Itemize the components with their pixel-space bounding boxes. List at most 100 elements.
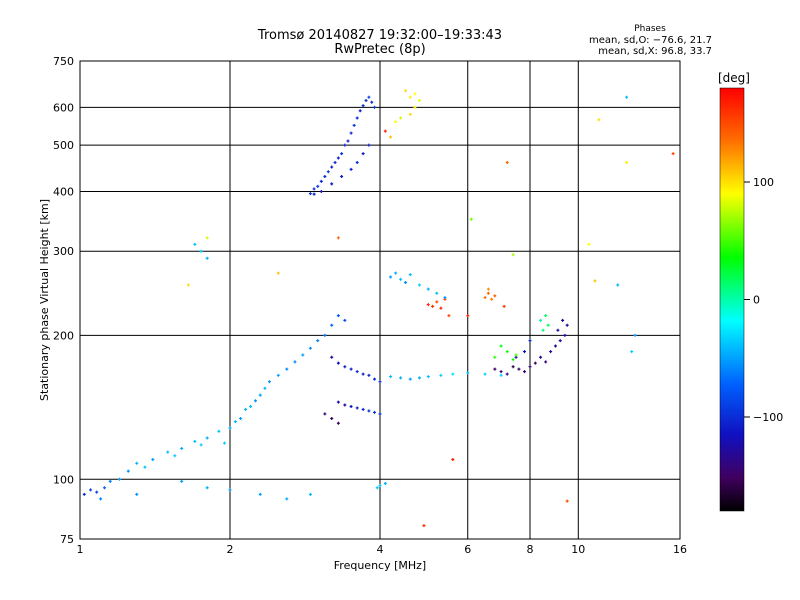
data-point — [561, 318, 565, 322]
data-point — [330, 417, 334, 421]
data-point — [330, 165, 334, 169]
data-point — [367, 409, 371, 413]
data-point — [199, 443, 203, 447]
data-point — [528, 365, 532, 369]
data-point — [285, 497, 289, 501]
data-point — [117, 477, 121, 481]
x-tick-labels: 1 2 4 6 8 10 16 — [77, 543, 688, 556]
y-tick-label: 600 — [53, 101, 74, 114]
data-point — [263, 386, 267, 390]
y-axis-label: Stationary phase Virtual Height [km] — [38, 199, 51, 401]
data-point — [426, 287, 430, 291]
data-point — [316, 339, 320, 343]
data-point — [544, 360, 548, 364]
data-point — [408, 112, 412, 116]
data-point — [587, 242, 591, 246]
x-axis-label: Frequency [MHz] — [334, 559, 426, 572]
data-point — [95, 490, 99, 494]
data-point — [505, 350, 509, 354]
data-point — [403, 281, 407, 285]
data-point — [417, 99, 421, 103]
data-point — [340, 174, 344, 178]
data-point — [378, 484, 382, 488]
data-point — [451, 457, 455, 461]
data-point — [336, 236, 340, 240]
data-point — [173, 454, 177, 458]
data-point — [630, 350, 634, 354]
data-point — [505, 372, 509, 376]
data-point — [523, 350, 527, 354]
data-point — [597, 118, 601, 122]
data-point — [378, 412, 382, 416]
data-point — [308, 492, 312, 496]
data-point — [205, 436, 209, 440]
data-point — [276, 373, 280, 377]
data-point — [316, 184, 320, 188]
data-point — [399, 116, 403, 120]
data-point — [233, 420, 237, 424]
data-point — [308, 192, 312, 196]
data-point — [205, 256, 209, 260]
y-tick-label: 500 — [53, 139, 74, 152]
data-point — [389, 275, 393, 279]
x-tick-label: 2 — [227, 543, 234, 556]
phase-x-stats: mean, sd,X: 96.8, 33.7 — [598, 46, 712, 57]
y-tick-label: 300 — [53, 245, 74, 258]
data-point — [135, 492, 139, 496]
data-point — [558, 339, 562, 343]
data-point — [435, 291, 439, 295]
data-point — [417, 283, 421, 287]
colorbar-tick-label: 0 — [753, 294, 760, 307]
data-point — [340, 152, 344, 156]
data-point — [355, 160, 359, 164]
data-point — [361, 152, 365, 156]
data-point — [593, 279, 597, 283]
data-point — [312, 187, 316, 191]
data-point — [330, 323, 334, 327]
x-tick-label: 1 — [77, 543, 84, 556]
data-point — [312, 192, 316, 196]
x-tick-label: 16 — [673, 543, 687, 556]
data-point — [367, 95, 371, 99]
data-point — [486, 287, 490, 291]
data-point — [451, 372, 455, 376]
data-point — [394, 120, 398, 124]
data-point — [367, 143, 371, 147]
data-point — [517, 367, 521, 371]
data-point — [228, 426, 232, 430]
data-point — [355, 406, 359, 410]
data-point — [466, 371, 470, 375]
data-point — [389, 135, 393, 139]
data-point — [563, 333, 567, 337]
colorbar — [719, 87, 745, 512]
data-point — [373, 410, 377, 414]
data-point — [89, 488, 93, 492]
data-point — [625, 95, 629, 99]
data-point — [326, 170, 330, 174]
chart-title: Tromsø 20140827 19:32:00–19:33:43 — [257, 28, 502, 43]
data-point — [493, 294, 497, 298]
data-point — [293, 360, 297, 364]
data-point — [539, 318, 543, 322]
data-point — [126, 469, 130, 473]
x-tick-label: 8 — [527, 543, 534, 556]
data-point — [333, 160, 337, 164]
data-point — [373, 377, 377, 381]
data-point — [546, 323, 550, 327]
data-point — [466, 314, 470, 318]
data-point — [633, 333, 637, 337]
data-point — [330, 182, 334, 186]
data-point — [352, 123, 356, 127]
data-point — [205, 236, 209, 240]
data-point — [553, 344, 557, 348]
data-point — [343, 365, 347, 369]
data-point — [625, 160, 629, 164]
data-point — [408, 95, 412, 99]
data-point — [533, 361, 537, 365]
data-points — [82, 89, 675, 528]
data-point — [151, 457, 155, 461]
data-point — [383, 481, 387, 485]
data-point — [499, 370, 503, 374]
data-point — [375, 486, 379, 490]
